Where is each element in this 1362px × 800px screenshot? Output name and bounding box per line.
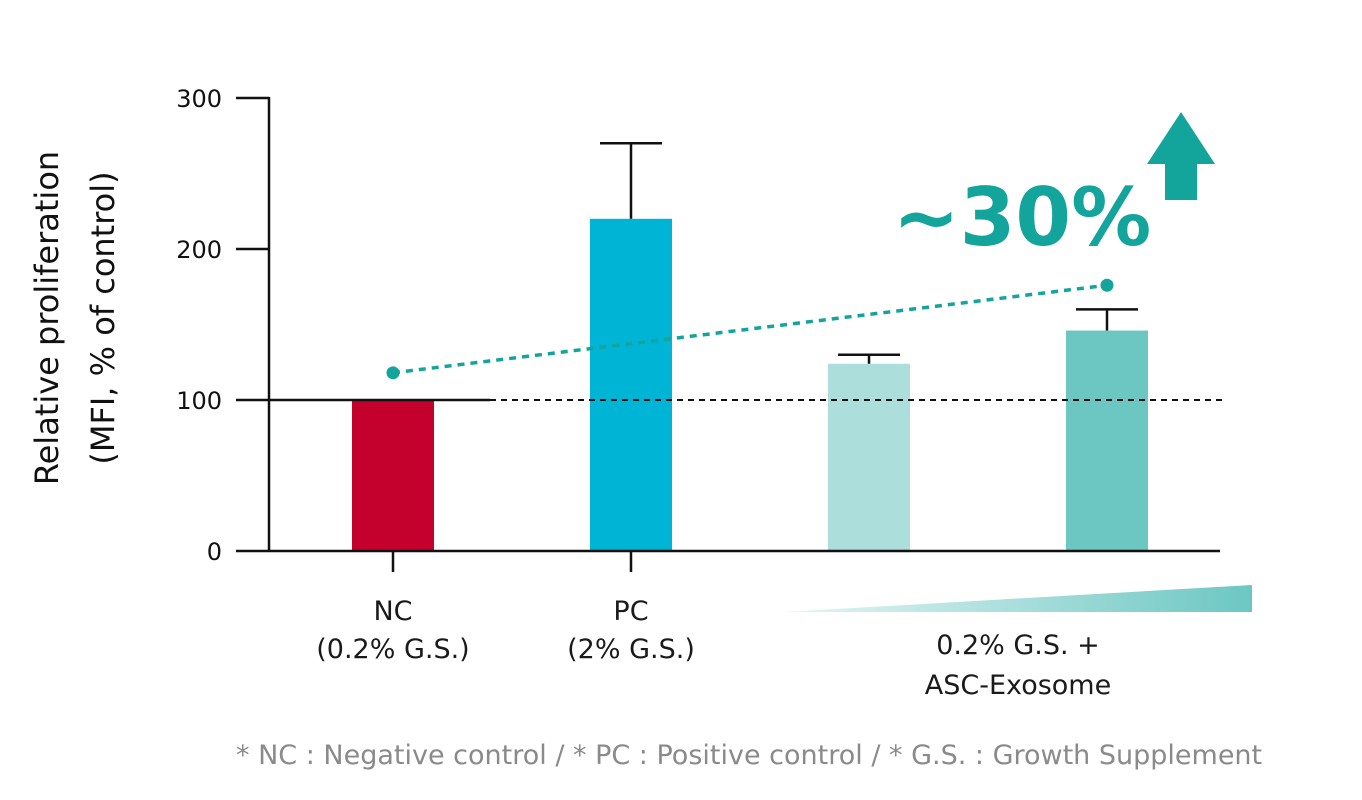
y-tick-label-100: 100 — [176, 387, 222, 415]
increase-annotation: ~30% — [893, 171, 1152, 264]
group-label-line-2: ASC-Exosome — [925, 670, 1111, 701]
y-axis-title-line-2: (MFI, % of control) — [84, 171, 122, 464]
up-arrow-icon — [1147, 112, 1215, 200]
trend-point-start — [386, 366, 400, 380]
category-label-2-line-2: (2% G.S.) — [567, 634, 695, 665]
y-tick-label-300: 300 — [176, 85, 222, 113]
trend-point-end — [1100, 278, 1114, 292]
bar-4 — [1066, 330, 1148, 551]
group-label-line-1: 0.2% G.S. + — [936, 630, 1100, 661]
y-axis-title-line-1: Relative proliferation — [28, 151, 66, 485]
trend-line — [392, 283, 1108, 375]
category-label-1-line-2: (0.2% G.S.) — [316, 634, 469, 665]
category-label-1-line-1: NC — [373, 596, 412, 627]
footnote: * NC : Negative control / * PC : Positiv… — [236, 740, 1263, 771]
bar-1 — [352, 400, 434, 551]
y-tick-label-0: 0 — [207, 538, 222, 566]
dose-gradient-wedge — [784, 585, 1252, 612]
category-label-2-line-1: PC — [613, 596, 648, 627]
bar-2 — [590, 218, 672, 552]
bar-3 — [828, 363, 910, 551]
y-tick-label-200: 200 — [176, 236, 222, 264]
